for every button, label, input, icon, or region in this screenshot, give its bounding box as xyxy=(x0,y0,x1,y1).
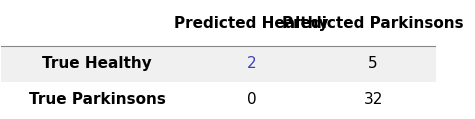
Text: 0: 0 xyxy=(247,92,256,107)
FancyBboxPatch shape xyxy=(1,46,436,82)
Text: 5: 5 xyxy=(368,56,378,71)
FancyBboxPatch shape xyxy=(1,82,436,118)
Text: Predicted Healthy: Predicted Healthy xyxy=(174,16,329,31)
Text: True Parkinsons: True Parkinsons xyxy=(28,92,165,107)
Text: 32: 32 xyxy=(363,92,383,107)
Text: Predicted Parkinsons: Predicted Parkinsons xyxy=(282,16,464,31)
Text: 2: 2 xyxy=(247,56,256,71)
Text: True Healthy: True Healthy xyxy=(42,56,152,71)
